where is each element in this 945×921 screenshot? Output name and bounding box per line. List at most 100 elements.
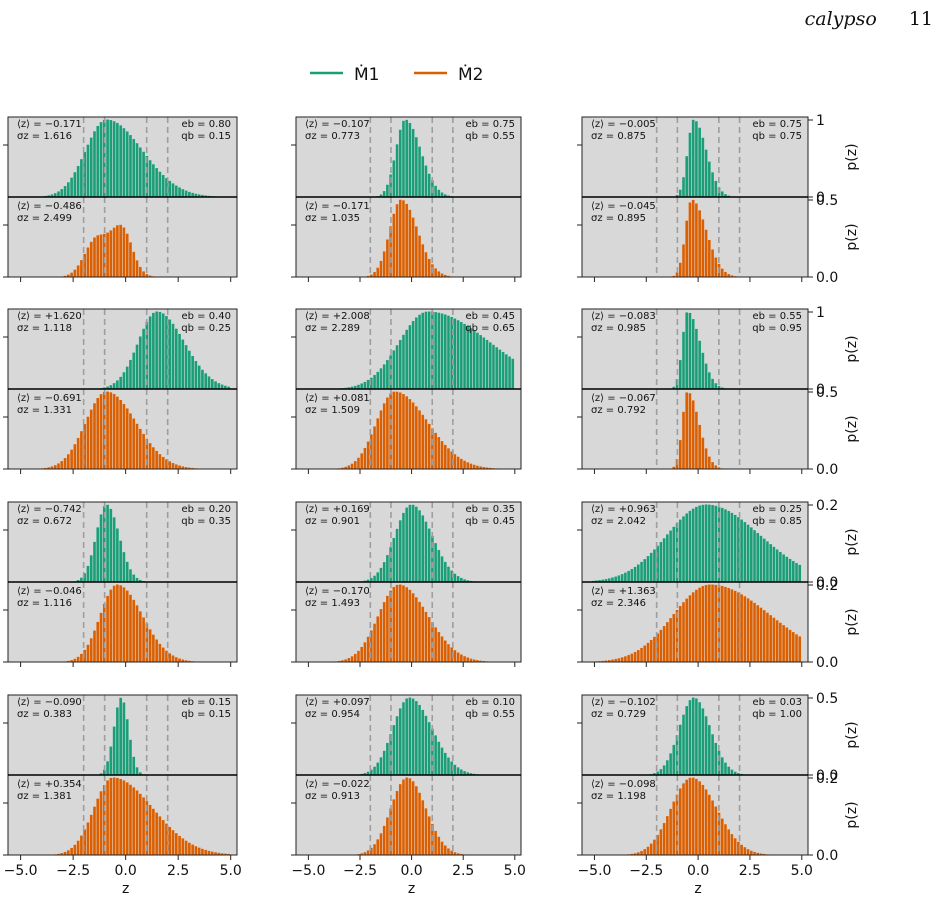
hist-bar-top xyxy=(704,363,708,390)
hist-bar-top xyxy=(701,352,705,390)
stat-sigma-top: σz = 0.875 xyxy=(591,131,646,142)
hist-bar-bottom xyxy=(649,843,653,856)
hist-bar-top xyxy=(138,147,142,198)
param-qb: qb = 0.65 xyxy=(465,323,515,334)
hist-bar-bottom xyxy=(437,436,441,470)
hist-bar-top xyxy=(707,724,711,776)
hist-bar-bottom xyxy=(395,391,399,470)
hist-bar-top xyxy=(424,521,428,583)
hist-bar-top xyxy=(148,316,152,390)
hist-bar-bottom xyxy=(669,617,673,663)
hist-bar-top xyxy=(408,324,412,390)
hist-bar-bottom xyxy=(177,658,182,663)
hist-bar-top xyxy=(643,558,647,583)
hist-bar-bottom xyxy=(141,433,146,470)
hist-bar-top xyxy=(443,561,447,583)
hist-bar-bottom xyxy=(698,210,702,278)
hist-bar-top xyxy=(672,744,676,776)
hist-bar-bottom xyxy=(135,790,139,856)
stat-sigma-top: σz = 1.118 xyxy=(17,323,72,334)
hist-bar-top xyxy=(421,709,425,776)
hist-bar-bottom xyxy=(743,846,747,856)
hist-bar-top xyxy=(717,750,721,776)
hist-bar-bottom xyxy=(633,651,637,663)
hist-bar-bottom xyxy=(360,453,364,470)
hist-bar-top xyxy=(414,317,418,390)
hist-bar-top xyxy=(151,312,155,390)
stat-mean-top: ⟨z⟩ = +0.963 xyxy=(591,504,656,515)
hist-bar-top xyxy=(485,339,489,390)
hist-bar-top xyxy=(155,167,159,198)
hist-bar-top xyxy=(424,311,428,390)
hist-bar-top xyxy=(405,698,409,776)
hist-bar-bottom xyxy=(405,777,409,856)
stat-mean-top: ⟨z⟩ = +0.169 xyxy=(305,504,370,515)
hist-bar-bottom xyxy=(440,440,444,470)
hist-bar-bottom xyxy=(424,419,428,470)
hist-bar-bottom xyxy=(665,815,669,856)
hist-bar-bottom xyxy=(701,437,705,470)
hist-bar-top xyxy=(109,508,113,583)
hist-bar-bottom xyxy=(155,812,159,856)
stat-mean-top: ⟨z⟩ = −0.171 xyxy=(17,119,82,130)
hist-bar-top xyxy=(778,551,782,583)
figure-legend: Ṁ1 Ṁ2 xyxy=(310,64,483,85)
hist-bar-top xyxy=(197,365,201,390)
y-tick-label: 0.0 xyxy=(816,270,838,286)
hist-bar-bottom xyxy=(785,627,789,663)
hist-bar-top xyxy=(507,356,512,390)
hist-bar-bottom xyxy=(109,777,113,856)
hist-bar-bottom xyxy=(440,841,444,856)
hist-bar-bottom xyxy=(424,251,428,278)
stat-mean-bottom: ⟨z⟩ = −0.170 xyxy=(305,586,370,597)
hist-bar-bottom xyxy=(446,448,451,470)
x-tick-label: 2.5 xyxy=(452,863,474,879)
hist-bar-top xyxy=(132,138,136,198)
stat-sigma-top: σz = 1.616 xyxy=(17,131,72,142)
hist-bar-top xyxy=(491,344,496,390)
hist-bar-top xyxy=(630,568,634,583)
hist-bar-bottom xyxy=(769,614,773,663)
hist-bar-top xyxy=(122,702,126,776)
hist-bar-bottom xyxy=(79,430,83,470)
hist-bar-bottom xyxy=(714,257,718,278)
hist-bar-top xyxy=(115,528,119,583)
hist-bar-bottom xyxy=(96,798,100,856)
y-tick-label: 0.0 xyxy=(816,768,838,784)
hist-bar-bottom xyxy=(417,235,422,278)
hist-bar-bottom xyxy=(115,396,119,470)
hist-bar-bottom xyxy=(168,461,172,470)
hist-bar-bottom xyxy=(76,265,80,278)
hist-bar-top xyxy=(627,570,631,583)
x-tick-label: −5.0 xyxy=(577,863,611,879)
y-tick-label: 0.5 xyxy=(816,385,838,401)
hist-bar-top xyxy=(762,538,766,583)
hist-bar-top xyxy=(714,180,718,198)
hist-bar-top xyxy=(698,701,702,776)
hist-bar-bottom xyxy=(122,780,126,856)
hist-bar-top xyxy=(701,504,705,583)
hist-bar-bottom xyxy=(353,653,357,663)
hist-bar-top xyxy=(678,519,682,583)
hist-bar-bottom xyxy=(408,589,412,663)
hist-bar-bottom xyxy=(132,599,136,663)
hist-bar-bottom xyxy=(401,585,406,663)
hist-bar-bottom xyxy=(151,634,155,663)
hist-bar-top xyxy=(652,549,657,583)
x-tick-label: 5.0 xyxy=(504,863,526,879)
hist-bar-top xyxy=(710,734,715,776)
hist-bar-bottom xyxy=(662,822,666,856)
hist-bar-bottom xyxy=(70,449,74,470)
hist-bar-top xyxy=(401,512,406,583)
hist-bar-top xyxy=(691,119,695,198)
hist-bar-bottom xyxy=(681,783,686,856)
hist-bar-bottom xyxy=(746,598,750,663)
y-tick-label: 0.0 xyxy=(816,848,838,864)
hist-bar-bottom xyxy=(694,411,698,470)
hist-bar-top xyxy=(743,521,747,583)
hist-bar-top xyxy=(395,344,399,390)
hist-bar-bottom xyxy=(746,848,750,856)
hist-bar-top xyxy=(395,528,399,583)
hist-bar-top xyxy=(96,125,100,198)
hist-bar-bottom xyxy=(794,634,799,663)
